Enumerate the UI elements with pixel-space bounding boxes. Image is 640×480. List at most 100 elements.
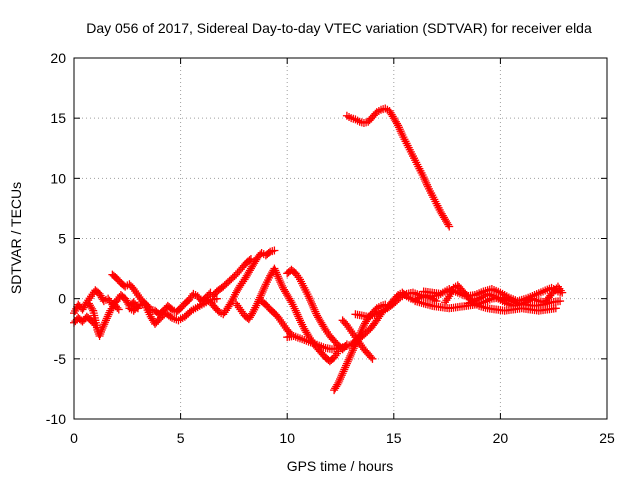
data-point — [236, 305, 245, 314]
data-point — [257, 289, 266, 298]
data-point — [336, 373, 345, 382]
data-point — [294, 312, 303, 321]
data-point — [129, 285, 138, 294]
data-point — [291, 306, 300, 315]
data-point — [129, 298, 138, 307]
data-point — [348, 329, 357, 338]
data-point — [97, 327, 106, 336]
data-point — [236, 281, 245, 290]
data-point — [133, 291, 142, 300]
data-point — [553, 282, 562, 291]
data-point — [346, 351, 355, 360]
data-point — [294, 273, 303, 282]
y-tick-label: 20 — [50, 50, 66, 66]
data-point — [558, 288, 567, 297]
data-point — [100, 320, 109, 329]
data-point — [305, 294, 314, 303]
data-point — [358, 324, 367, 333]
x-tick-label: 5 — [177, 430, 185, 446]
data-point — [233, 301, 242, 310]
data-point — [104, 294, 113, 303]
data-point — [275, 276, 284, 285]
data-point — [555, 284, 564, 293]
data-point — [293, 271, 302, 280]
data-point — [332, 349, 341, 358]
data-point — [95, 331, 104, 340]
y-tick-label: 10 — [50, 170, 66, 186]
data-point — [106, 306, 115, 315]
data-point — [135, 293, 144, 302]
data-point — [132, 289, 141, 298]
data-point — [273, 272, 282, 281]
data-point — [232, 299, 241, 308]
data-point — [107, 304, 116, 313]
data-point — [272, 268, 281, 277]
data-point — [397, 129, 406, 138]
data-point — [347, 327, 356, 336]
data-point — [237, 279, 246, 288]
data-point — [551, 304, 560, 313]
data-point — [344, 323, 353, 332]
axis-ticks: 0 5 10 15 20 25 -10 -5 0 5 10 15 20 — [46, 50, 615, 446]
data-point — [351, 333, 360, 342]
data-point — [114, 295, 123, 304]
data-point — [260, 284, 269, 293]
data-point — [330, 353, 339, 362]
data-point — [291, 269, 300, 278]
data-point — [272, 270, 281, 279]
y-tick-label: -5 — [54, 351, 67, 367]
data-point — [113, 303, 122, 312]
data-point — [88, 304, 97, 313]
x-tick-label: 10 — [279, 430, 295, 446]
data-point — [357, 341, 366, 350]
data-point — [131, 287, 140, 296]
data-point — [556, 297, 565, 306]
data-point — [99, 322, 108, 331]
data-point — [347, 350, 356, 359]
y-tick-label: -10 — [46, 411, 66, 427]
data-point — [440, 298, 449, 307]
data-point — [256, 291, 265, 300]
data-point — [348, 346, 357, 355]
data-point — [259, 286, 268, 295]
data-point — [276, 315, 285, 324]
data-point — [333, 380, 342, 389]
data-point — [278, 281, 287, 290]
data-point — [104, 310, 113, 319]
data-point — [264, 248, 273, 257]
data-point — [278, 319, 287, 328]
data-point — [443, 294, 452, 303]
data-point — [245, 256, 254, 265]
data-point — [220, 308, 229, 317]
data-point — [311, 307, 320, 316]
data-point — [419, 173, 428, 182]
data-point — [338, 369, 347, 378]
data-point — [219, 310, 228, 319]
data-point — [234, 303, 243, 312]
data-point — [348, 348, 357, 357]
data-point — [310, 305, 319, 314]
grid — [74, 58, 607, 419]
data-point — [237, 307, 246, 316]
data-point — [337, 371, 346, 380]
data-point — [253, 299, 262, 308]
data-point — [276, 278, 285, 287]
data-point — [280, 321, 289, 330]
data-point — [344, 355, 353, 364]
data-point — [341, 363, 350, 372]
y-tick-label: 15 — [50, 110, 66, 126]
data-point — [345, 353, 354, 362]
data-point — [395, 125, 404, 134]
data-point — [350, 342, 359, 351]
y-tick-label: 0 — [58, 291, 66, 307]
data-point — [331, 351, 340, 360]
data-point — [342, 321, 351, 330]
data-point — [308, 301, 317, 310]
data-point — [166, 312, 175, 321]
data-point — [96, 329, 105, 338]
data-point — [304, 292, 313, 301]
data-point — [445, 222, 454, 231]
data-point — [101, 318, 110, 327]
data-point — [444, 220, 453, 229]
